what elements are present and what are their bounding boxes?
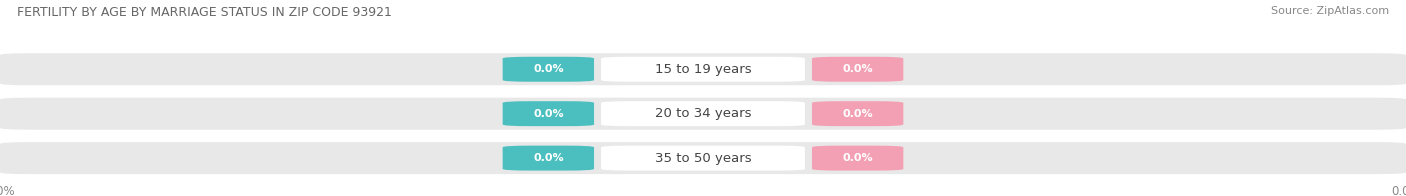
FancyBboxPatch shape bbox=[813, 57, 904, 82]
FancyBboxPatch shape bbox=[602, 101, 804, 126]
FancyBboxPatch shape bbox=[0, 98, 1406, 130]
Text: 0.0%: 0.0% bbox=[533, 153, 564, 163]
FancyBboxPatch shape bbox=[602, 57, 804, 82]
Text: FERTILITY BY AGE BY MARRIAGE STATUS IN ZIP CODE 93921: FERTILITY BY AGE BY MARRIAGE STATUS IN Z… bbox=[17, 6, 392, 19]
Text: 0.0%: 0.0% bbox=[842, 64, 873, 74]
FancyBboxPatch shape bbox=[503, 101, 593, 126]
FancyBboxPatch shape bbox=[602, 146, 804, 171]
FancyBboxPatch shape bbox=[0, 53, 1406, 85]
Text: 0.0%: 0.0% bbox=[842, 109, 873, 119]
Text: 20 to 34 years: 20 to 34 years bbox=[655, 107, 751, 120]
Text: 0.0%: 0.0% bbox=[533, 109, 564, 119]
FancyBboxPatch shape bbox=[503, 146, 593, 171]
Text: 0.0%: 0.0% bbox=[842, 153, 873, 163]
FancyBboxPatch shape bbox=[813, 146, 904, 171]
FancyBboxPatch shape bbox=[0, 142, 1406, 174]
Text: 15 to 19 years: 15 to 19 years bbox=[655, 63, 751, 76]
Text: 0.0%: 0.0% bbox=[533, 64, 564, 74]
FancyBboxPatch shape bbox=[813, 101, 904, 126]
Text: Source: ZipAtlas.com: Source: ZipAtlas.com bbox=[1271, 6, 1389, 16]
FancyBboxPatch shape bbox=[503, 57, 593, 82]
Text: 35 to 50 years: 35 to 50 years bbox=[655, 152, 751, 165]
